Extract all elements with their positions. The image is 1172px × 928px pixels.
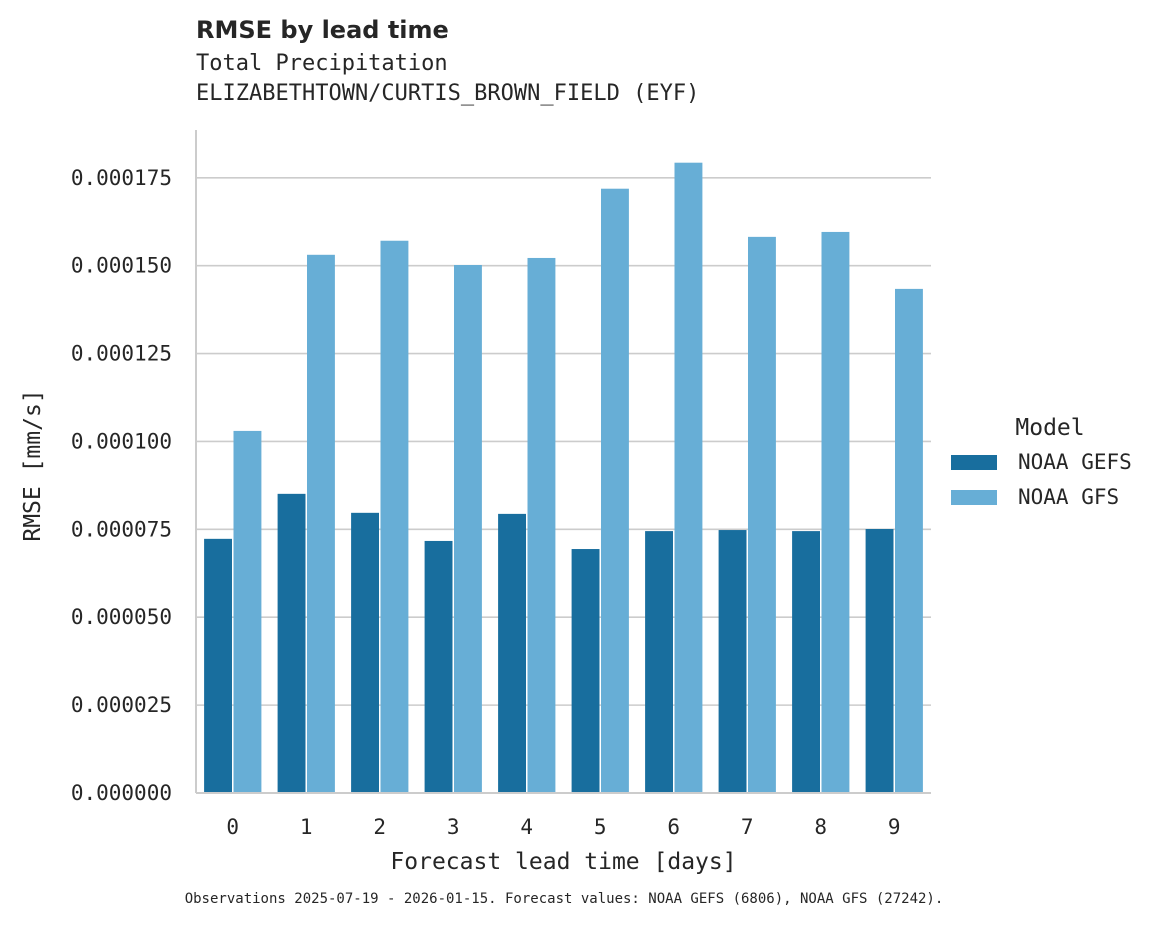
x-tick-label: 2 <box>373 815 386 839</box>
y-tick-label: 0.000175 <box>71 166 172 190</box>
bar-noaa-gfs-0 <box>233 430 262 793</box>
bar-noaa-gefs-9 <box>865 528 894 793</box>
x-tick-label: 4 <box>520 815 533 839</box>
y-tick-label: 0.000100 <box>71 429 172 453</box>
legend-swatch <box>951 455 997 470</box>
legend-swatch <box>951 490 997 505</box>
bar-noaa-gfs-9 <box>895 288 923 793</box>
bar-noaa-gfs-8 <box>821 231 850 793</box>
bar-noaa-gefs-1 <box>277 493 306 793</box>
bar-noaa-gefs-0 <box>204 538 232 793</box>
y-tick-label: 0.000150 <box>71 254 172 278</box>
bar-noaa-gfs-1 <box>307 254 335 793</box>
x-tick-label: 9 <box>888 815 901 839</box>
legend-label: NOAA GEFS <box>1018 450 1132 474</box>
bar-noaa-gefs-8 <box>792 531 820 793</box>
chart-footer: Observations 2025-07-19 - 2026-01-15. Fo… <box>184 891 944 907</box>
bar-noaa-gfs-4 <box>527 257 556 793</box>
bar-noaa-gefs-4 <box>498 513 526 793</box>
bar-noaa-gfs-3 <box>454 264 482 793</box>
x-tick-label: 7 <box>741 815 754 839</box>
bar-noaa-gfs-5 <box>601 188 629 793</box>
x-tick-label: 6 <box>667 815 680 839</box>
bar-noaa-gfs-7 <box>748 236 776 794</box>
y-tick-label: 0.000075 <box>71 517 172 541</box>
x-tick-label: 5 <box>594 815 607 839</box>
bar-noaa-gfs-2 <box>380 240 409 793</box>
legend-label: NOAA GFS <box>1018 485 1119 509</box>
x-tick-label: 3 <box>447 815 460 839</box>
bar-noaa-gfs-6 <box>674 162 703 794</box>
x-tick-label: 8 <box>814 815 827 839</box>
legend-title: Model <box>1015 415 1084 441</box>
bar-noaa-gefs-5 <box>571 549 600 793</box>
x-axis-label: Forecast lead time [days] <box>390 849 736 875</box>
bar-noaa-gefs-2 <box>351 512 379 793</box>
bar-noaa-gefs-6 <box>645 531 673 793</box>
chart-subtitle-station: ELIZABETHTOWN/CURTIS_BROWN_FIELD (EYF) <box>196 81 700 106</box>
y-tick-label: 0.000050 <box>71 605 172 629</box>
y-axis-label: RMSE [mm/s] <box>20 389 46 541</box>
chart-subtitle-variable: Total Precipitation <box>196 51 448 76</box>
chart-title: RMSE by lead time <box>196 16 449 44</box>
x-tick-label: 1 <box>300 815 313 839</box>
bar-noaa-gefs-3 <box>424 540 453 793</box>
y-tick-label: 0.000025 <box>71 693 172 717</box>
bar-noaa-gefs-7 <box>718 530 747 793</box>
x-tick-label: 0 <box>226 815 239 839</box>
y-tick-label: 0.000125 <box>71 342 172 366</box>
y-tick-label: 0.000000 <box>71 781 172 805</box>
